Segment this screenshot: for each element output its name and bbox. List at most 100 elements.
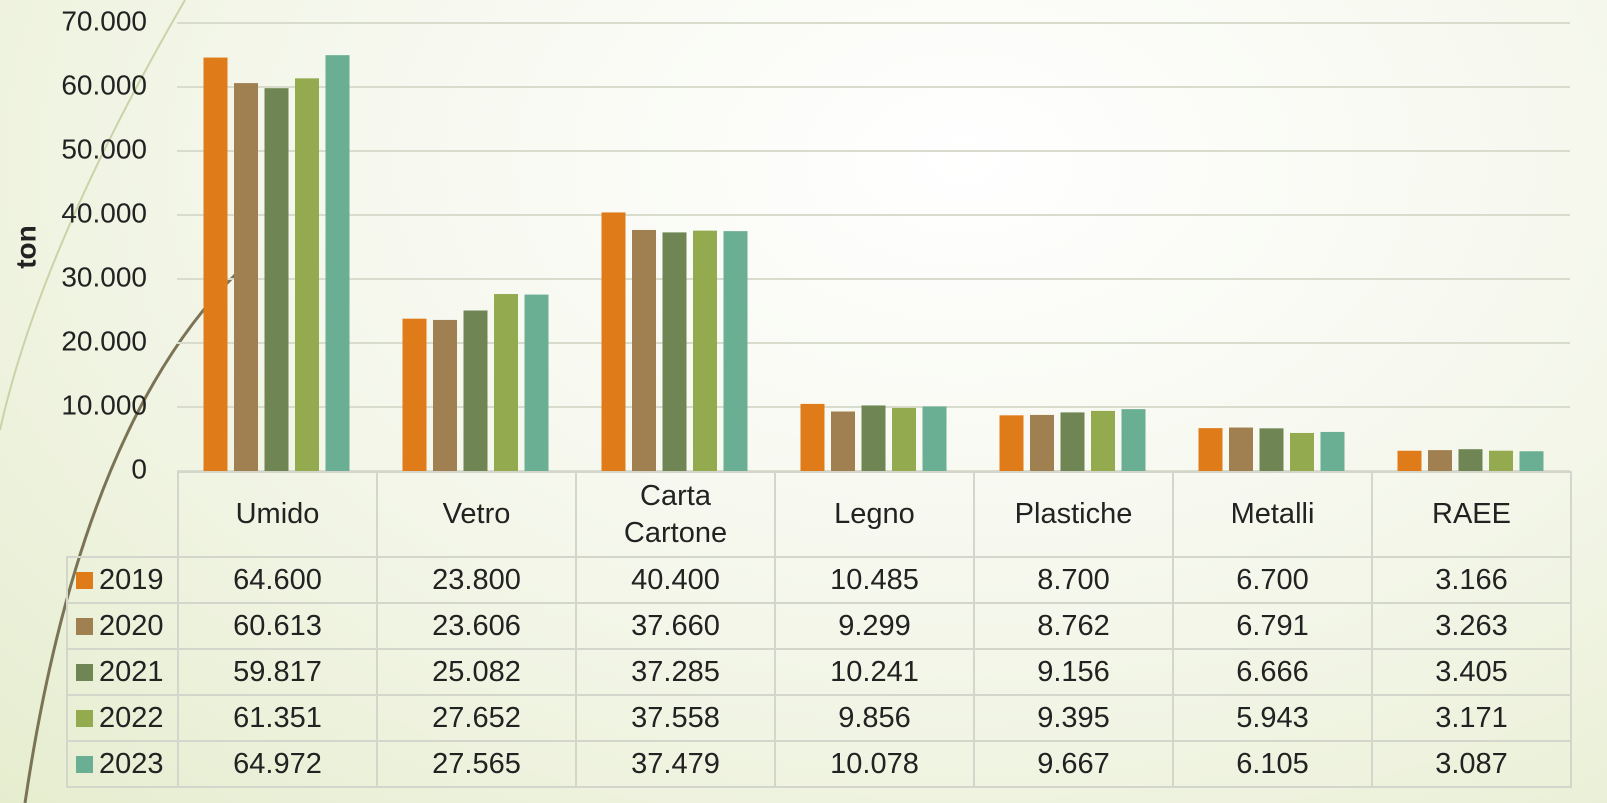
value-label: 3.405 xyxy=(1371,648,1572,696)
y-tick-label: 0 xyxy=(131,453,147,484)
y-tick-label: 30.000 xyxy=(61,261,147,292)
bar xyxy=(831,411,855,471)
value-label: 8.762 xyxy=(973,602,1174,650)
legend-swatch xyxy=(76,664,93,682)
category-cell: Vetro xyxy=(376,471,577,558)
y-tick-label: 20.000 xyxy=(61,325,147,356)
bar xyxy=(1091,410,1115,471)
value-label: 3.087 xyxy=(1371,740,1572,788)
data-row: 2021 59.817 25.082 37.285 10.241 9.156 6.666 3.… xyxy=(66,648,1572,696)
bar xyxy=(1060,412,1085,471)
category-cell: Metalli xyxy=(1172,471,1373,558)
value-label: 9.856 xyxy=(774,694,975,742)
value-label: 37.660 xyxy=(575,602,776,650)
bar xyxy=(1259,428,1284,471)
x-tick-label: RAEE xyxy=(1432,498,1511,530)
value-label: 9.395 xyxy=(973,694,1174,742)
y-tick-label: 70.000 xyxy=(61,5,147,36)
value-label: 23.606 xyxy=(376,602,577,650)
bar xyxy=(463,310,488,471)
value-label: 27.565 xyxy=(376,740,577,788)
legend-label: 2020 xyxy=(99,609,164,642)
value-label: 10.485 xyxy=(774,556,975,604)
value-label: 3.166 xyxy=(1371,556,1572,604)
legend-item: 2020 xyxy=(66,602,179,650)
bar xyxy=(234,83,258,472)
category-cell: Plastiche xyxy=(973,471,1174,558)
value-label: 6.105 xyxy=(1172,740,1373,788)
category-cell: Legno xyxy=(774,471,975,558)
value-label: 60.613 xyxy=(177,602,378,650)
value-label: 25.082 xyxy=(376,648,577,696)
x-tick-label: Plastiche xyxy=(1014,498,1133,530)
legend-label: 2023 xyxy=(99,747,164,780)
value-label: 59.817 xyxy=(177,648,378,696)
data-row: 2022 61.351 27.652 37.558 9.856 9.395 5.943 3.1… xyxy=(66,694,1572,742)
bar xyxy=(1121,409,1146,471)
legend-label: 2019 xyxy=(99,563,164,596)
value-label: 9.156 xyxy=(973,648,1174,696)
value-label: 6.666 xyxy=(1172,648,1373,696)
y-tick-label: 10.000 xyxy=(61,389,147,420)
category-cell: Umido xyxy=(177,471,378,558)
value-label: 9.299 xyxy=(774,602,975,650)
bar xyxy=(1030,414,1054,471)
data-row: 2019 64.600 23.800 40.400 10.485 8.700 6.700 3.… xyxy=(66,556,1572,604)
legend-label: 2022 xyxy=(99,701,164,734)
bar xyxy=(1489,450,1513,471)
bar xyxy=(295,78,319,471)
value-label: 10.078 xyxy=(774,740,975,788)
legend-swatch xyxy=(76,756,93,774)
bar xyxy=(433,319,457,471)
y-tick-label: 40.000 xyxy=(61,197,147,228)
corner-cell xyxy=(67,472,178,557)
category-cell: RAEE xyxy=(1371,471,1572,558)
value-label: 8.700 xyxy=(973,556,1174,604)
bar xyxy=(632,229,656,471)
bar xyxy=(524,294,549,471)
value-label: 5.943 xyxy=(1172,694,1373,742)
value-label: 37.479 xyxy=(575,740,776,788)
legend-item: 2021 xyxy=(66,648,179,696)
data-row: 2020 60.613 23.606 37.660 9.299 8.762 6.791 3.2… xyxy=(66,602,1572,650)
bar xyxy=(1519,451,1544,471)
value-label: 3.171 xyxy=(1371,694,1572,742)
header-row: Umido Vetro Carta Cartone Legno Plastiche Met… xyxy=(67,471,1572,558)
bar xyxy=(662,232,687,471)
bar xyxy=(861,405,886,471)
legend-swatch xyxy=(76,618,93,636)
x-tick-label: Carta Cartone xyxy=(623,479,728,549)
value-label: 23.800 xyxy=(376,556,577,604)
bar xyxy=(892,407,916,471)
value-label: 64.600 xyxy=(177,556,378,604)
x-tick-label: Metalli xyxy=(1230,498,1315,530)
bar xyxy=(264,88,289,471)
bar xyxy=(494,294,518,471)
value-label: 37.285 xyxy=(575,648,776,696)
bar xyxy=(1198,428,1223,471)
x-tick-label: Vetro xyxy=(442,498,511,530)
value-label: 9.667 xyxy=(973,740,1174,788)
value-label: 61.351 xyxy=(177,694,378,742)
value-label: 3.263 xyxy=(1371,602,1572,650)
legend-item: 2019 xyxy=(66,556,179,604)
y-tick-label: 60.000 xyxy=(61,69,147,100)
bar xyxy=(723,231,748,471)
legend-label: 2021 xyxy=(99,655,164,688)
bar xyxy=(601,212,626,471)
bar xyxy=(1290,432,1314,471)
y-tick-label: 50.000 xyxy=(61,133,147,164)
bar xyxy=(402,318,427,471)
value-label: 37.558 xyxy=(575,694,776,742)
legend-item: 2023 xyxy=(66,740,179,788)
x-tick-label: Umido xyxy=(235,498,320,530)
legend-swatch xyxy=(76,710,93,728)
decor-curve xyxy=(23,273,237,803)
y-axis-label: ton xyxy=(10,225,41,269)
data-table: Umido Vetro Carta Cartone Legno Plastiche Met… xyxy=(66,471,1572,788)
bar xyxy=(1458,449,1483,471)
decor-curve xyxy=(0,0,186,431)
x-tick-label: Legno xyxy=(834,498,915,530)
